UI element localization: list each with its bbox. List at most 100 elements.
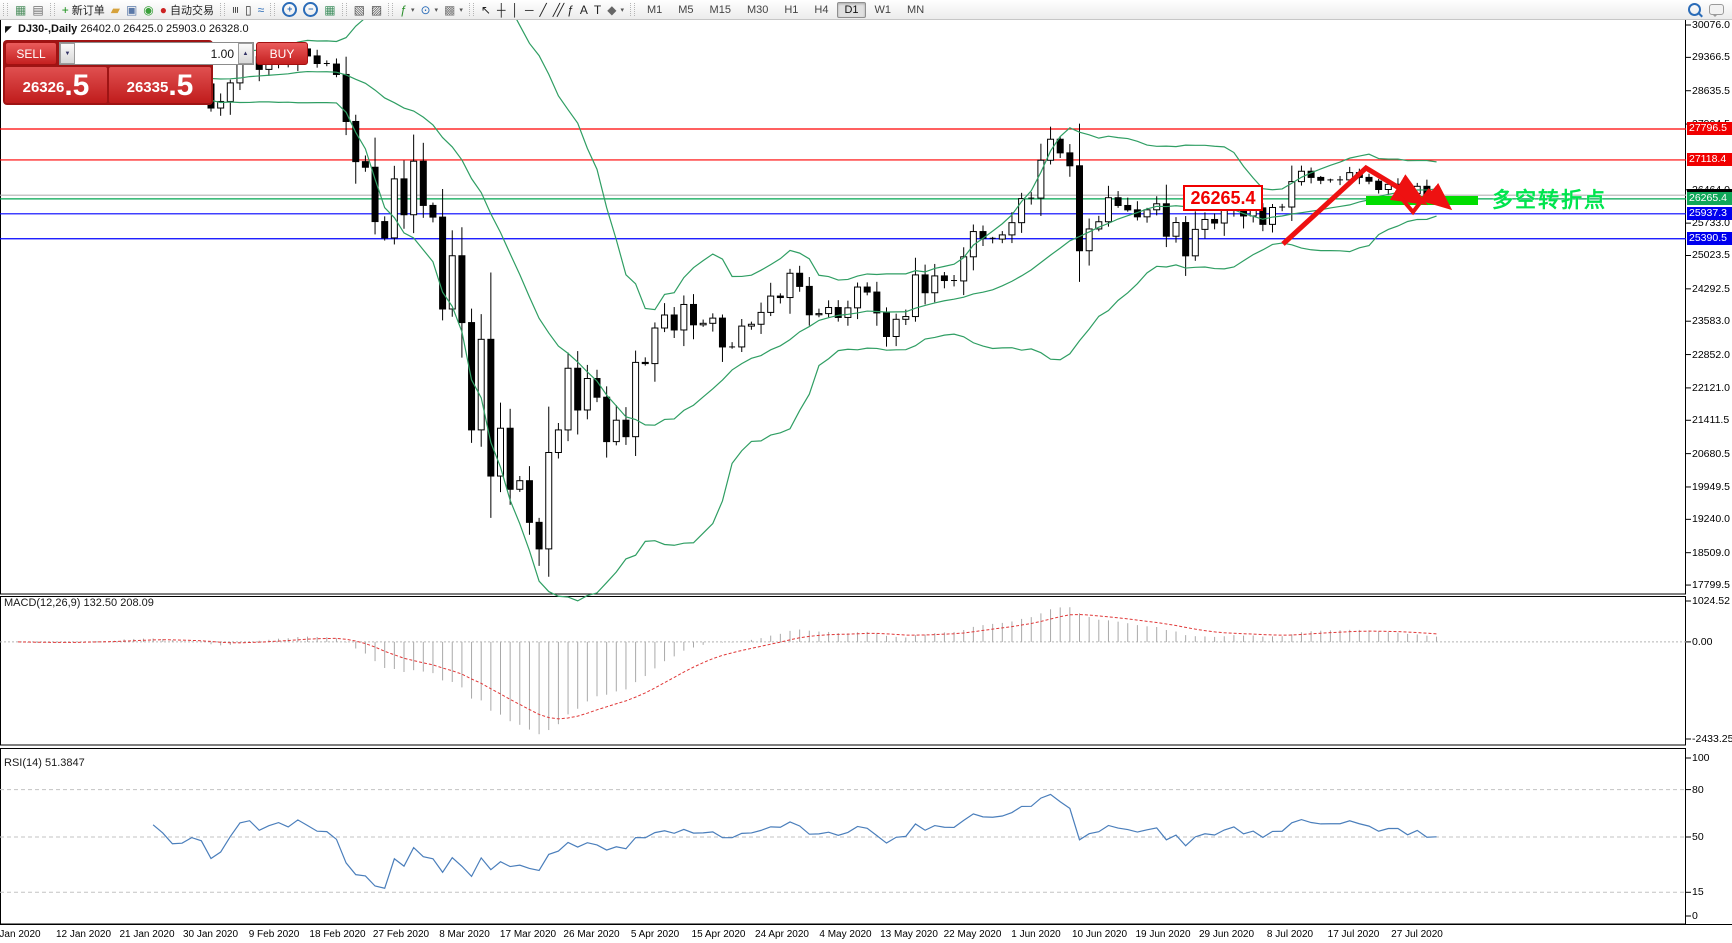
- timeframe-m5-button[interactable]: M5: [678, 3, 694, 16]
- tile-windows-button[interactable]: ▦: [321, 1, 338, 18]
- trend-zigzag-arrow: [1281, 164, 1428, 246]
- cursor-button[interactable]: ↖: [478, 1, 494, 18]
- timeframe-m1-button[interactable]: M1: [646, 3, 663, 16]
- templates-dropdown-arrow[interactable]: ▾: [459, 6, 463, 14]
- trendline-icon: ╱: [539, 2, 547, 17]
- new-chart-button[interactable]: ▦: [12, 1, 29, 18]
- auto-arrange-icon: ▧: [353, 2, 365, 17]
- volume-increase-button[interactable]: ▲: [238, 43, 253, 64]
- price-level-label: 25390.5: [1687, 232, 1732, 246]
- new-order-icon: +: [61, 2, 69, 17]
- price-tick-label: 18509.0: [1692, 546, 1730, 559]
- price-flag[interactable]: 26265.4: [1183, 185, 1263, 211]
- new-chart-icon: ▦: [15, 2, 27, 17]
- timeframe-w1-button[interactable]: W1: [874, 3, 892, 16]
- indicators-dropdown-arrow[interactable]: ▾: [410, 6, 415, 14]
- rsi-value: 51.3847: [44, 757, 85, 769]
- volume-input[interactable]: [75, 43, 238, 64]
- terminal-icon: ▣: [125, 2, 138, 17]
- templates-icon: ▩: [444, 2, 456, 17]
- zoom-in-icon: +: [282, 2, 298, 17]
- price-level-label: 27796.5: [1687, 122, 1732, 136]
- trendline-button[interactable]: ╱: [537, 1, 550, 18]
- periods-button[interactable]: ⊙ ▾: [417, 1, 441, 18]
- equidistant-channel-icon: ╱╱: [552, 2, 565, 17]
- rsi-tick-label: 80: [1692, 783, 1704, 796]
- sell-button[interactable]: SELL: [5, 42, 57, 65]
- sell-price-button[interactable]: 26326 .5: [5, 67, 107, 103]
- one-click-trading-panel: SELL ▼ ▲ BUY 26326 .5 26335 .5: [3, 40, 308, 105]
- price-tick-label: 20680.5: [1692, 447, 1730, 460]
- timeframe-m30-button[interactable]: M30: [746, 3, 769, 16]
- horizontal-line-button[interactable]: ─: [522, 1, 537, 18]
- candlestick-chart-button[interactable]: ▯: [242, 1, 255, 18]
- templates-button[interactable]: ▩ ▾: [441, 1, 466, 18]
- macd-histogram: [27, 607, 1438, 735]
- zoom-out-icon: −: [303, 2, 319, 17]
- periods-dropdown-arrow[interactable]: ▾: [434, 6, 439, 14]
- date-tick-label: 10 Jun 2020: [1071, 929, 1128, 940]
- terminal-button[interactable]: ▣: [123, 1, 140, 18]
- equidistant-channel-button[interactable]: ╱╱: [550, 1, 565, 18]
- price-level-label: 25937.3: [1687, 207, 1732, 221]
- shapes-button[interactable]: ◆ ▾: [604, 1, 627, 18]
- autotrading-button[interactable]: ● 自动交易: [157, 1, 217, 18]
- fibonacci-icon: ƒ: [567, 2, 574, 17]
- shapes-dropdown-arrow[interactable]: ▾: [620, 6, 624, 14]
- cursor-icon: ↖: [480, 2, 491, 17]
- date-tick-label: 19 Jun 2020: [1135, 929, 1191, 940]
- text-label-button[interactable]: T: [591, 1, 604, 18]
- timeframe-mn-button[interactable]: MN: [907, 3, 925, 16]
- eraser-button[interactable]: ▰: [108, 1, 123, 18]
- date-tick-label: 27 Feb 2020: [372, 929, 430, 940]
- text-button[interactable]: A: [577, 1, 591, 18]
- toolbar: ▦ ▤ + 新订单 ▰ ▣ ◉ ● 自动交易 ≡ ▯ ≈ + − ▦ ▧ ▨ ƒ ▾ ⊙ ▾ ▩ ▾ ↖ ┼ │ ─ ╱ ╱╱ ƒ A T ◆ ▾…: [0, 0, 1732, 20]
- crosshair-icon: ┼: [496, 2, 506, 17]
- chart-symbol-period: DJ30-,Daily: [17, 23, 78, 35]
- date-tick-label: 1 Jun 2020: [1011, 929, 1061, 940]
- price-level-label: 26265.4: [1687, 192, 1732, 206]
- timeframe-h4-button[interactable]: H4: [814, 3, 829, 16]
- macd-signal-value: 208.09: [120, 597, 154, 609]
- date-tick-label: Jan 2020: [0, 929, 41, 940]
- search-icon[interactable]: [1688, 3, 1701, 16]
- new-order-button[interactable]: + 新订单: [59, 1, 108, 18]
- auto-arrange-button[interactable]: ▧: [351, 1, 368, 18]
- timeframe-h1-button[interactable]: H1: [784, 3, 799, 16]
- profiles-button[interactable]: ▤: [29, 1, 46, 18]
- chat-icon[interactable]: [1709, 4, 1724, 17]
- snap-grid-button[interactable]: ▨: [368, 1, 385, 18]
- price-tick-label: 24292.5: [1692, 282, 1730, 295]
- date-tick-label: 17 Mar 2020: [499, 929, 557, 940]
- turning-point-label[interactable]: 多空转折点: [1492, 189, 1607, 212]
- timeframe-m15-button[interactable]: M15: [709, 3, 731, 16]
- zoom-out-button[interactable]: −: [300, 1, 321, 18]
- price-level-label: 27118.4: [1687, 153, 1732, 167]
- crosshair-button[interactable]: ┼: [494, 1, 509, 18]
- zoom-in-button[interactable]: +: [279, 1, 300, 18]
- bar-chart-button[interactable]: ≡: [229, 1, 243, 18]
- rsi-name: RSI(14): [4, 757, 42, 769]
- vertical-line-button[interactable]: │: [508, 1, 522, 18]
- signals-icon: ◉: [143, 2, 154, 17]
- price-tick-label: 19240.0: [1692, 513, 1730, 526]
- macd-main-value: 132.50: [83, 597, 118, 609]
- signals-button[interactable]: ◉: [140, 1, 156, 18]
- buy-button[interactable]: BUY: [256, 42, 308, 65]
- timeframe-d1-button[interactable]: D1: [837, 1, 866, 18]
- volume-decrease-button[interactable]: ▼: [60, 43, 75, 64]
- indicators-button[interactable]: ƒ ▾: [397, 1, 417, 18]
- line-chart-button[interactable]: ≈: [255, 1, 268, 18]
- one-click-expander-icon[interactable]: ◤: [5, 24, 12, 34]
- candles: [14, 44, 1440, 577]
- fibonacci-button[interactable]: ƒ: [564, 1, 577, 18]
- date-tick-label: 8 Jul 2020: [1266, 929, 1314, 940]
- autotrading-label: 自动交易: [170, 4, 215, 17]
- rsi-tick-label: 50: [1692, 831, 1704, 843]
- volume-up-icon: ▲: [242, 50, 249, 57]
- date-tick-label: 29 Jun 2020: [1198, 929, 1255, 940]
- buy-price-button[interactable]: 26335 .5: [109, 67, 211, 103]
- date-tick-label: 30 Jan 2020: [182, 929, 239, 940]
- macd-tick-label: 1024.52: [1692, 595, 1730, 607]
